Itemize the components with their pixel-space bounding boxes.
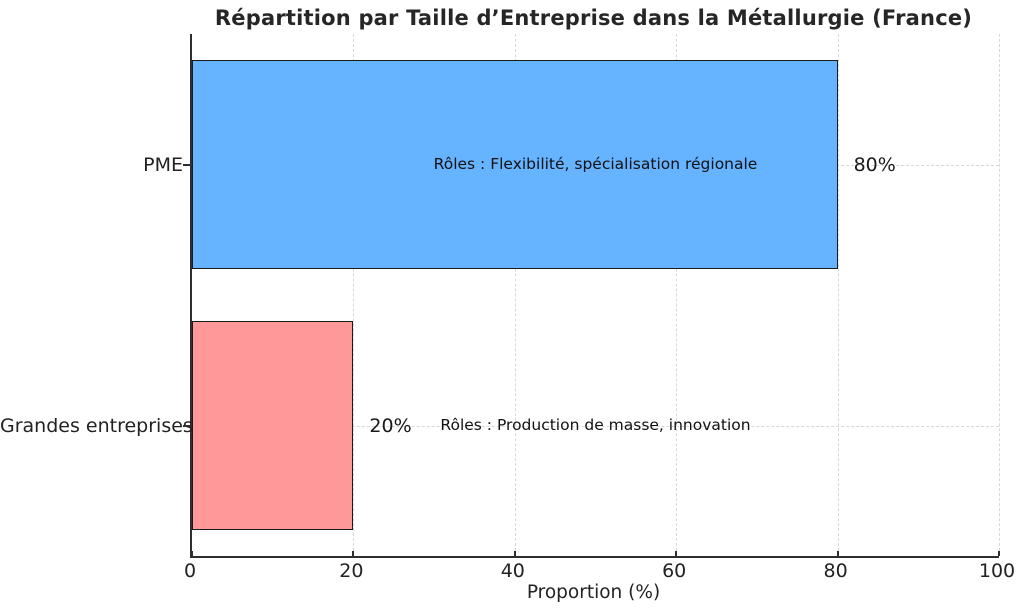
bar-pme [192,60,838,269]
x-tick-mark [352,551,355,556]
x-tick-mark [998,551,1000,556]
vertical-gridline [837,34,839,556]
vertical-gridline [676,34,678,556]
y-category-label: Grandes entreprises [0,414,193,437]
x-tick-label: 20 [339,560,364,582]
horizontal-gridline [192,425,999,427]
bar-annotation: Rôles : Flexibilité, spécialisation régi… [433,154,758,173]
bar-value-label: 80% [853,153,896,176]
x-tick-mark [836,551,839,556]
x-axis-label: Proportion (%) [526,582,661,603]
x-tick-label: 0 [183,560,197,582]
y-tick-mark [183,424,192,427]
bar-value-label: 20% [369,414,412,437]
x-tick-mark [675,551,678,556]
x-tick-label: 60 [662,560,687,582]
x-tick-mark [513,551,516,556]
plot-area: 80% 20% Rôles : Flexibilité, spécialisatio… [183,34,1000,558]
x-tick-label: 40 [500,560,525,582]
bar-grandes-entreprises [192,321,354,530]
y-tick-mark [183,163,192,166]
vertical-gridline [353,34,355,556]
vertical-gridline [999,34,1000,556]
x-tick-label: 100 [978,560,1016,582]
chart-title: Répartition par Taille d’Entreprise dans… [214,6,973,30]
x-tick-label: 80 [823,560,848,582]
bar-annotation: Rôles : Production de masse, innovation [440,415,751,434]
vertical-gridline [514,34,516,556]
x-tick-mark [191,551,193,556]
y-category-label: PME [143,153,183,176]
